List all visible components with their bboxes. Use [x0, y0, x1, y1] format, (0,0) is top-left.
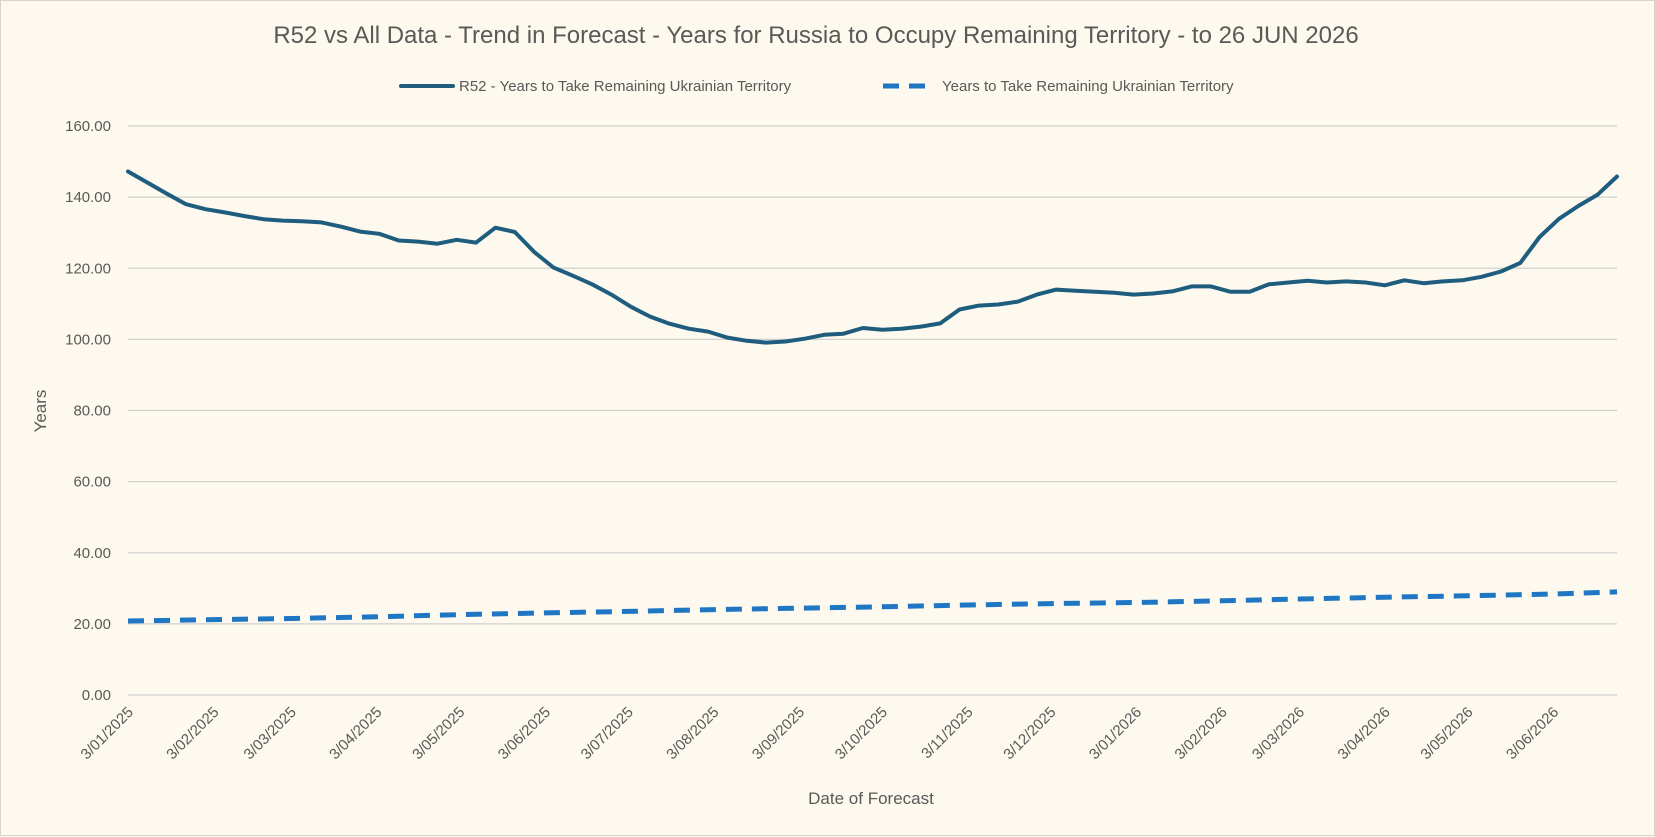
series-line-r52 — [126, 169, 1619, 345]
y-tick-label: 20.00 — [73, 616, 111, 633]
x-tick-label: 3/05/2026 — [1417, 704, 1476, 763]
x-tick-label: 3/08/2025 — [663, 704, 722, 763]
legend-label-all-data: Years to Take Remaining Ukrainian Territ… — [942, 78, 1234, 95]
x-tick-label: 3/06/2026 — [1503, 704, 1562, 763]
y-tick-label: 140.00 — [65, 189, 111, 206]
legend: R52 - Years to Take Remaining Ukrainian … — [399, 78, 1234, 95]
y-axis-title: Years — [31, 390, 50, 433]
x-tick-label: 3/11/2025 — [918, 704, 976, 762]
x-tick-label: 3/07/2025 — [578, 704, 637, 763]
x-tick-label: 3/01/2025 — [78, 704, 137, 763]
x-tick-label: 3/06/2025 — [495, 704, 554, 763]
series-line-all-data — [127, 589, 1618, 624]
gridlines — [128, 125, 1617, 696]
x-tick-label: 3/12/2025 — [1000, 704, 1059, 763]
y-tick-label: 40.00 — [73, 545, 111, 562]
y-tick-label: 80.00 — [73, 403, 111, 420]
x-tick-label: 3/02/2025 — [163, 704, 222, 763]
y-tick-label: 100.00 — [65, 331, 111, 348]
x-tick-label: 3/01/2026 — [1086, 704, 1145, 763]
y-tick-label: 60.00 — [73, 474, 111, 491]
x-tick-label: 3/03/2025 — [241, 704, 300, 763]
legend-label-r52: R52 - Years to Take Remaining Ukrainian … — [459, 78, 792, 95]
x-axis-ticks: 3/01/2025 3/02/2025 3/03/2025 3/04/2025 3/05… — [78, 704, 1563, 763]
x-tick-label: 3/03/2026 — [1249, 704, 1308, 763]
y-tick-label: 0.00 — [82, 687, 111, 704]
x-tick-label: 3/05/2025 — [409, 704, 468, 763]
chart-title: R52 vs All Data - Trend in Forecast - Ye… — [273, 22, 1358, 49]
x-tick-label: 3/02/2026 — [1172, 704, 1231, 763]
x-axis-title: Date of Forecast — [808, 789, 934, 808]
y-tick-label: 120.00 — [65, 260, 111, 277]
x-tick-label: 3/10/2025 — [832, 704, 891, 763]
y-axis-ticks: 0.00 20.00 40.00 60.00 80.00 100.00 120.00 140.… — [65, 118, 111, 704]
x-tick-label: 3/04/2025 — [326, 704, 385, 763]
x-tick-label: 3/09/2025 — [749, 704, 808, 763]
y-tick-label: 160.00 — [65, 118, 111, 135]
x-tick-label: 3/04/2026 — [1335, 704, 1394, 763]
series — [126, 169, 1619, 624]
